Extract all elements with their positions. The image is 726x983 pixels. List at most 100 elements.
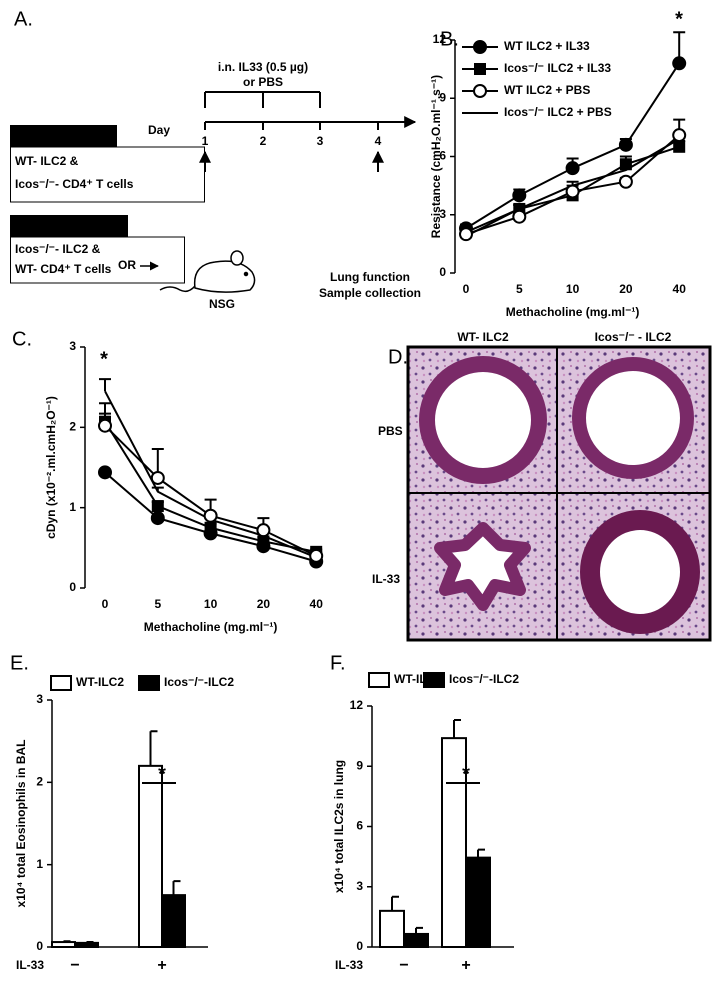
bar [138, 764, 163, 948]
x-tick-label: 10 [566, 282, 580, 296]
x-tick-label: 20 [257, 597, 271, 611]
group-box [10, 146, 205, 203]
marker [204, 521, 217, 534]
legend-swatch [423, 672, 445, 688]
group-text: WT- CD4⁺ T cells [15, 262, 112, 276]
x-tick-label: 5 [516, 282, 523, 296]
annotation: * [675, 8, 683, 30]
treatment: i.n. IL33 (0.5 µg) [218, 60, 308, 74]
readout: Lung function [330, 270, 410, 284]
panel-label: E. [10, 652, 29, 674]
airway [572, 357, 694, 479]
y-tick-label: 3 [69, 339, 76, 353]
x-axis-label: IL-33 [16, 958, 44, 972]
y-tick-label: 0 [439, 265, 446, 279]
marker [256, 523, 271, 538]
bar [74, 941, 99, 949]
annotation: * [158, 763, 166, 785]
y-tick-label: 1 [69, 500, 76, 514]
marker [618, 137, 633, 152]
y-tick-label: 6 [439, 149, 446, 163]
marker [672, 128, 687, 143]
panel-label: F. [330, 652, 346, 674]
airway [434, 522, 531, 611]
error-bar [453, 719, 461, 739]
airway [419, 356, 547, 484]
legend-label: Icos⁻/⁻-ILC2 [164, 675, 234, 689]
marker [203, 508, 218, 523]
y-tick-label: 0 [356, 939, 363, 953]
legend-swatch [50, 675, 72, 691]
marker [98, 418, 112, 433]
cell-bar [10, 125, 117, 147]
x-axis-label: Methacholine (mg.ml⁻¹) [506, 305, 640, 319]
legend-label: Icos⁻/⁻ ILC2 + IL33 [504, 61, 611, 75]
marker [565, 184, 580, 199]
x-tick-label: + [461, 957, 470, 974]
marker [618, 174, 633, 189]
error-bar [391, 895, 399, 911]
marker [512, 209, 527, 224]
legend-marker [473, 40, 487, 54]
x-tick-label: 20 [619, 282, 633, 296]
y-tick-label: 3 [356, 879, 363, 893]
y-tick-label: 2 [69, 420, 76, 434]
panel-label: B. [440, 28, 459, 50]
panel-a: A. i.n. IL33 (0.5 µg) or PBS Day 1 2 3 4… [10, 8, 421, 311]
x-tick-label: − [70, 957, 79, 974]
bar [403, 932, 429, 949]
legend-label: WT-ILC2 [76, 675, 124, 689]
error-bar [415, 926, 423, 934]
marker [673, 140, 686, 153]
day-label: Day [148, 123, 170, 137]
mouse-label: NSG [209, 297, 235, 311]
x-axis-label: Methacholine (mg.ml⁻¹) [144, 620, 278, 634]
marker [150, 511, 165, 526]
annotation: * [462, 763, 470, 785]
column-label: Icos⁻/⁻ - ILC2 [595, 330, 672, 344]
marker [459, 227, 473, 242]
y-tick-label: 12 [350, 698, 364, 712]
bar [161, 894, 186, 949]
group-text: WT- ILC2 & [15, 154, 79, 168]
legend-label: Icos⁻/⁻-ILC2 [449, 672, 519, 686]
mouse-icon [159, 250, 256, 293]
day: 3 [317, 134, 324, 148]
legend-marker [474, 63, 486, 75]
x-tick-label: 0 [102, 597, 109, 611]
day: 1 [202, 134, 209, 148]
bar [51, 941, 76, 948]
error-bar [477, 848, 485, 858]
x-tick-label: + [157, 957, 166, 974]
row-label: IL-33 [372, 572, 400, 586]
marker [257, 535, 270, 548]
group-box [10, 236, 185, 284]
x-tick-label: 40 [310, 597, 324, 611]
bar [465, 856, 491, 948]
y-tick-label: 0 [69, 580, 76, 594]
x-axis-label: IL-33 [335, 958, 363, 972]
or-text: OR [118, 258, 136, 272]
y-tick-label: 6 [356, 819, 363, 833]
y-tick-label: 9 [356, 758, 363, 772]
x-tick-label: − [399, 957, 408, 974]
legend-label: WT ILC2 + PBS [504, 83, 590, 97]
marker [565, 161, 580, 176]
readout: Sample collection [319, 286, 421, 300]
divider [408, 347, 710, 640]
panel-label: C. [12, 328, 32, 350]
marker [672, 56, 687, 71]
y-tick-label: 12 [433, 32, 447, 46]
y-tick-label: 3 [36, 692, 43, 706]
marker [512, 188, 527, 203]
y-tick-label: 0 [36, 939, 43, 953]
group-text: Icos⁻/⁻- CD4⁺ T cells [15, 177, 134, 191]
y-axis-label: Resistance (cmH₂O.ml⁻¹.s⁻¹) [429, 75, 443, 238]
day-ticks [204, 122, 379, 130]
panel-label: D. [388, 346, 408, 368]
marker [150, 470, 165, 485]
panel-d: D. WT- ILC2 Icos⁻/⁻ - ILC2 PBS IL-33 [372, 330, 712, 642]
marker [151, 500, 164, 513]
y-tick-label: 1 [36, 857, 43, 871]
